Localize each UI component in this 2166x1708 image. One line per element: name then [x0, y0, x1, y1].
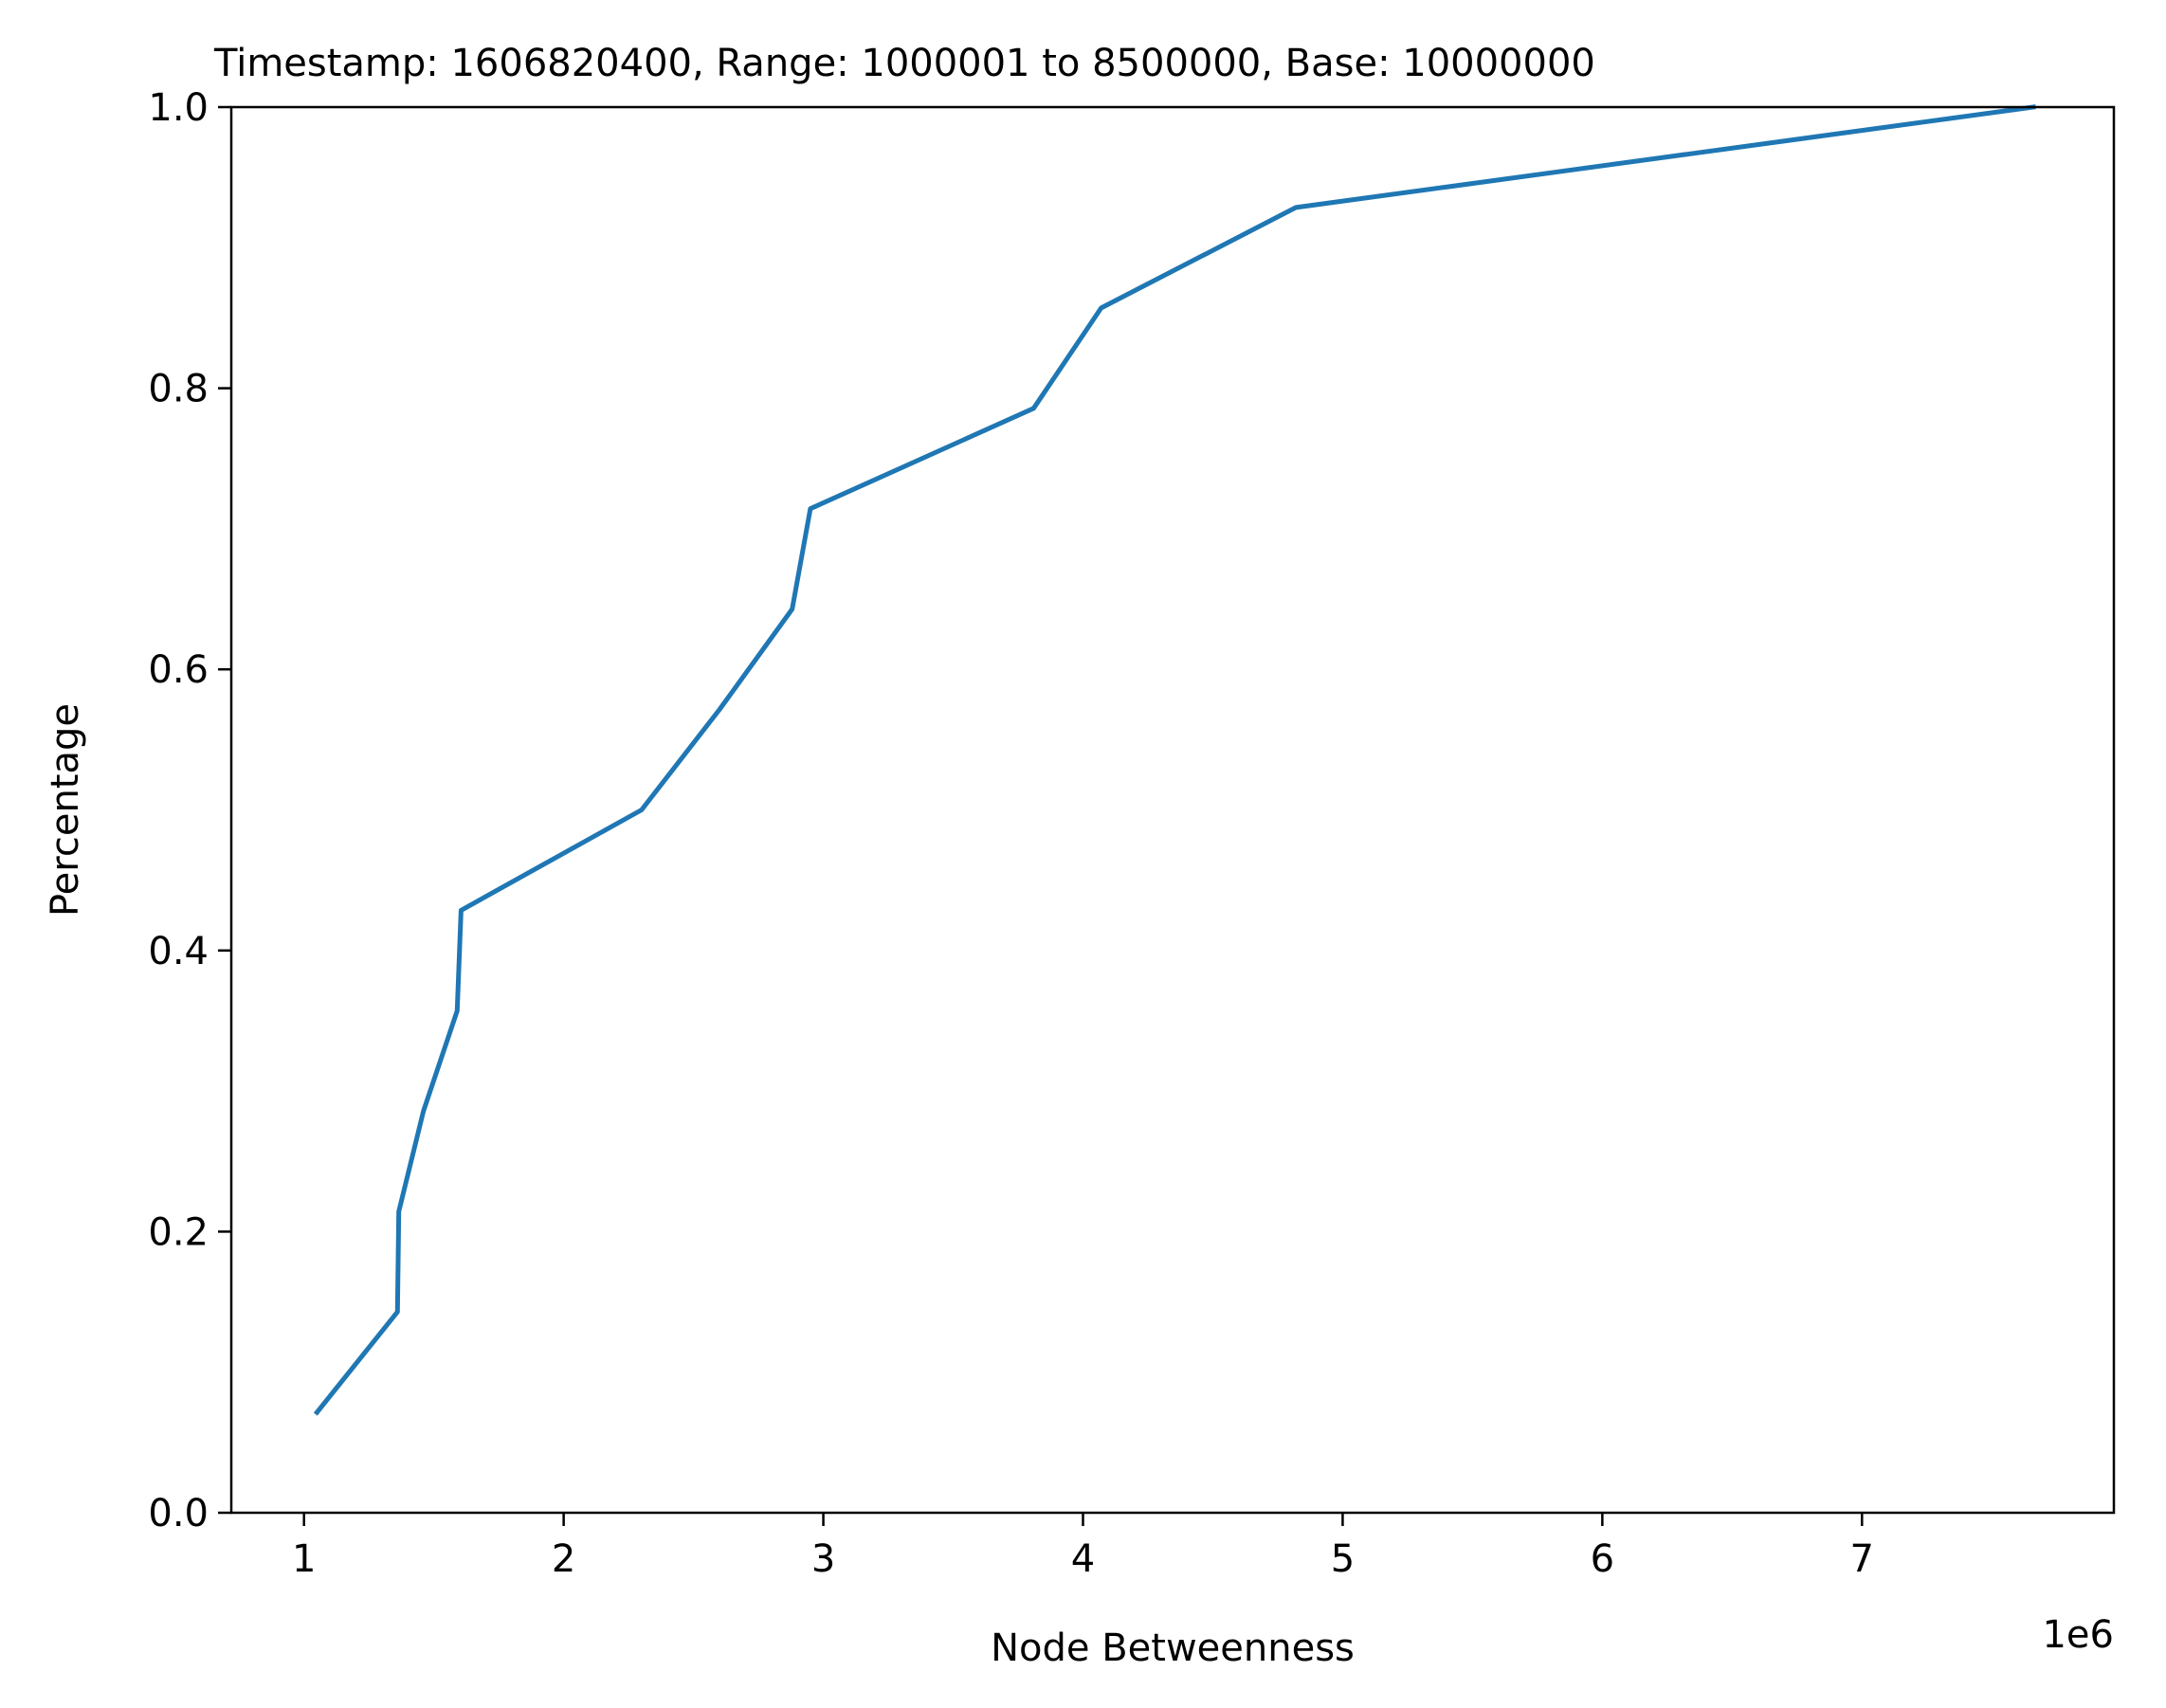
x-tick-label: 7	[1850, 1537, 1874, 1581]
x-tick-label: 5	[1331, 1537, 1355, 1581]
x-tick-label: 1	[292, 1537, 316, 1581]
x-tick-label: 2	[552, 1537, 575, 1581]
y-axis-label: Percentage	[44, 703, 87, 917]
x-axis-label: Node Betweenness	[991, 1626, 1355, 1670]
y-tick-label: 0.0	[148, 1492, 209, 1535]
y-tick-label: 0.4	[148, 930, 209, 973]
chart-title: Timestamp: 1606820400, Range: 1000001 to…	[213, 42, 1595, 85]
y-tick-label: 0.6	[148, 648, 209, 692]
y-tick-label: 0.8	[148, 368, 209, 411]
y-tick-label: 0.2	[148, 1210, 209, 1254]
x-tick-label: 4	[1071, 1537, 1095, 1581]
x-tick-label: 6	[1591, 1537, 1614, 1581]
series-layer	[313, 104, 2036, 1416]
y-tick-label: 1.0	[148, 86, 209, 130]
series-line	[313, 104, 2036, 1416]
x-axis-offset-label: 1e6	[2042, 1613, 2114, 1657]
y-axis-ticks: 0.0 0.2 0.4 0.6 0.8 1.0	[148, 86, 231, 1535]
x-axis-ticks: 1 2 3 4 5 6 7	[292, 1513, 1874, 1581]
x-tick-label: 3	[811, 1537, 835, 1581]
plot-frame	[229, 105, 2116, 1515]
